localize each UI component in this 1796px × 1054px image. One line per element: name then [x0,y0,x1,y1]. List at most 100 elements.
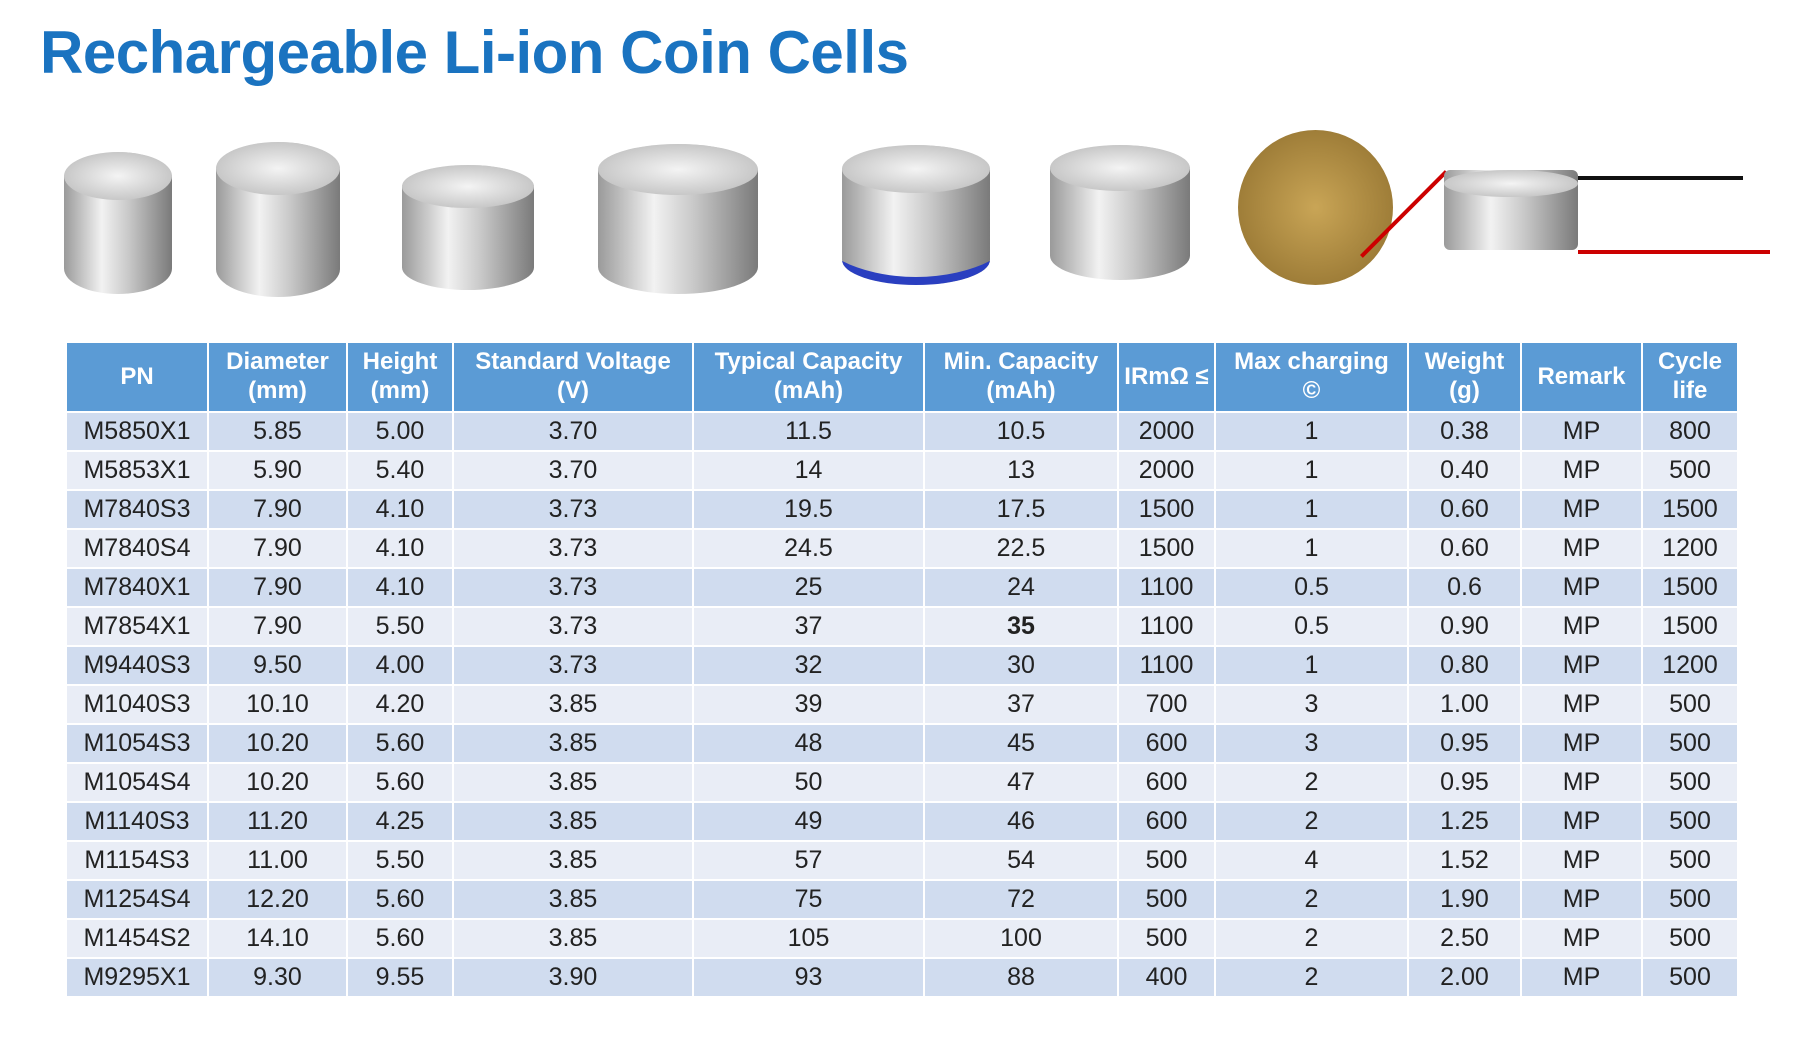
table-cell: 2 [1214,957,1409,998]
table-cell: MP [1520,450,1643,491]
table-cell: 0.6 [1407,567,1522,608]
column-header-line1: Height [362,348,438,376]
table-cell: 500 [1117,840,1216,881]
page-title: Rechargeable Li-ion Coin Cells [40,19,909,86]
table-cell: 3.85 [452,684,694,725]
table-cell: MP [1520,606,1643,647]
table-cell: 37 [923,684,1119,725]
table-cell: 1 [1214,645,1409,686]
table-cell: M1054S3 [65,723,209,764]
table-cell: 10.10 [207,684,348,725]
table-cell: 7.90 [207,567,348,608]
table-cell: M5853X1 [65,450,209,491]
table-cell: 72 [923,879,1119,920]
table-cell: 1 [1214,528,1409,569]
table-cell: 0.90 [1407,606,1522,647]
table-cell: MP [1520,567,1643,608]
table-cell: 600 [1117,801,1216,842]
table-cell: 1100 [1117,645,1216,686]
specs-table: PN Diameter (mm) Height (mm) Standard Voltage… [65,341,1739,998]
table-cell: 500 [1641,684,1739,725]
column-header-line1: Cycle [1657,348,1723,376]
table-cell: 2 [1214,801,1409,842]
table-cell: 1.25 [1407,801,1522,842]
table-row: M7840S3 7.90 4.10 3.73 19.5 17.5 1500 1 0.60 MP 15… [65,489,1739,530]
column-header-line1: Min. Capacity [943,348,1099,376]
table-cell: 25 [692,567,925,608]
table-cell: M9440S3 [65,645,209,686]
table-cell: 3.85 [452,918,694,959]
table-cell: 9.55 [346,957,454,998]
column-header-line2: (mm) [370,377,430,404]
table-cell: 2000 [1117,450,1216,491]
table-cell: 5.50 [346,606,454,647]
table-cell: 3 [1214,723,1409,764]
table-header-row: PN Diameter (mm) Height (mm) Standard Voltage… [65,341,1739,413]
table-cell: 1.52 [1407,840,1522,881]
table-cell: 4 [1214,840,1409,881]
table-cell: 75 [692,879,925,920]
coin-cell-with-tabs-image [842,145,990,285]
table-cell: M1154S3 [65,840,209,881]
table-cell: 88 [923,957,1119,998]
table-cell: 1200 [1641,645,1739,686]
column-header-line2: (mAh) [986,377,1056,404]
table-cell: 3.73 [452,567,694,608]
table-cell: 5.85 [207,411,348,452]
table-cell: 800 [1641,411,1739,452]
table-cell: 2.50 [1407,918,1522,959]
table-cell: 0.95 [1407,723,1522,764]
table-cell: 2 [1214,762,1409,803]
table-cell: 2 [1214,879,1409,920]
table-cell: 1500 [1641,489,1739,530]
table-cell: 600 [1117,723,1216,764]
table-cell: 17.5 [923,489,1119,530]
table-cell: 14.10 [207,918,348,959]
table-cell: MP [1520,684,1643,725]
column-header: Weight (g) [1407,341,1522,413]
table-cell: 0.5 [1214,606,1409,647]
table-cell: 500 [1641,450,1739,491]
table-row: M1140S3 11.20 4.25 3.85 49 46 600 2 1.25 MP 500 [65,801,1739,842]
table-row: M1154S3 11.00 5.50 3.85 57 54 500 4 1.52 MP 500 [65,840,1739,881]
table-cell: M7840X1 [65,567,209,608]
table-row: M1040S3 10.10 4.20 3.85 39 37 700 3 1.00 MP 500 [65,684,1739,725]
column-header-line2: (g) [1449,377,1480,404]
column-header-line1: Typical Capacity [714,348,903,376]
table-cell: 1 [1214,411,1409,452]
table-cell: 48 [692,723,925,764]
table-cell: 4.10 [346,489,454,530]
table-cell: M5850X1 [65,411,209,452]
table-cell: 3.73 [452,606,694,647]
table-cell: 1 [1214,450,1409,491]
table-cell: 1100 [1117,606,1216,647]
table-cell: 2.00 [1407,957,1522,998]
column-header: Standard Voltage (V) [452,341,694,413]
column-header: Height (mm) [346,341,454,413]
column-header-line2: (mm) [248,377,307,404]
column-header: Diameter (mm) [207,341,348,413]
table-cell: M7840S3 [65,489,209,530]
table-cell: 7.90 [207,489,348,530]
table-cell: 0.60 [1407,528,1522,569]
column-header: Min. Capacity (mAh) [923,341,1119,413]
table-cell: 7.90 [207,606,348,647]
table-cell: 93 [692,957,925,998]
table-cell: 11.5 [692,411,925,452]
table-cell: 2 [1214,918,1409,959]
table-cell: 4.10 [346,528,454,569]
table-cell: 1500 [1117,528,1216,569]
table-cell: MP [1520,957,1643,998]
table-cell: 9.30 [207,957,348,998]
table-cell: 3.85 [452,801,694,842]
table-cell: M7840S4 [65,528,209,569]
table-cell: MP [1520,801,1643,842]
column-header-line1: Diameter [226,348,329,376]
column-header-line1: Weight [1424,348,1505,376]
table-row: M7854X1 7.90 5.50 3.73 37 35 1100 0.5 0.90 MP 1500 [65,606,1739,647]
table-cell: 57 [692,840,925,881]
table-cell: 30 [923,645,1119,686]
table-cell: 500 [1641,918,1739,959]
table-cell: M1254S4 [65,879,209,920]
table-cell: 0.95 [1407,762,1522,803]
